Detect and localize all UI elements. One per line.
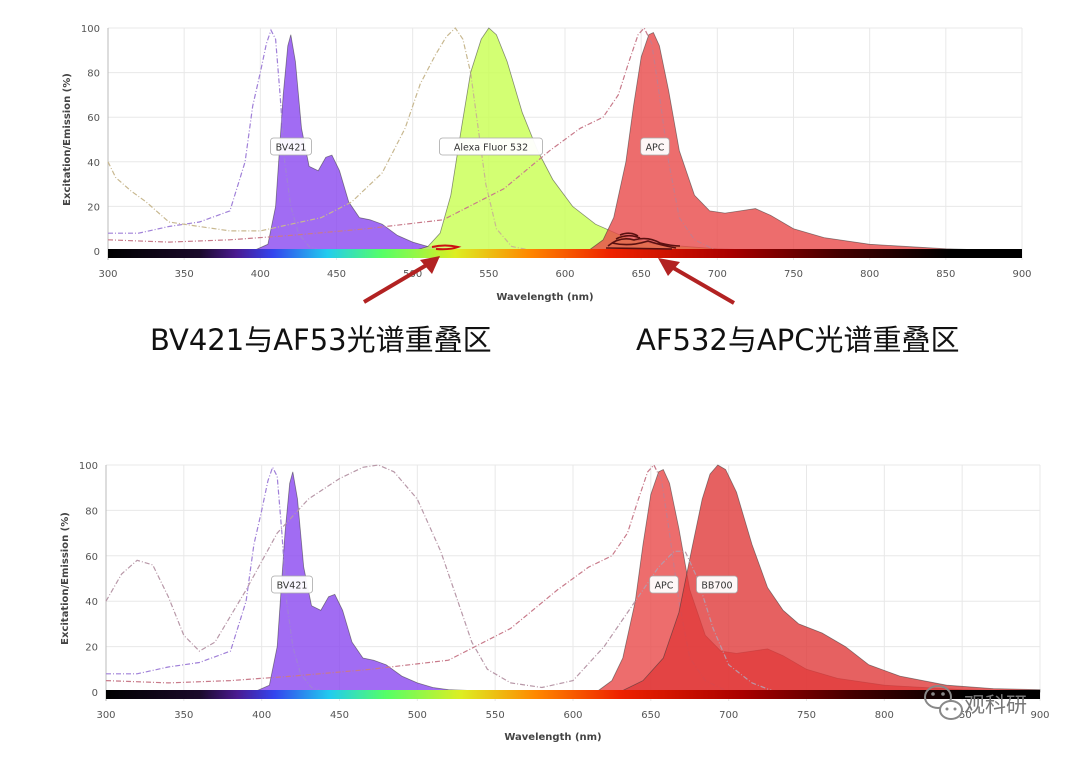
x-tick-label: 600 [555, 269, 574, 280]
fluor-label-alexa-fluor-532: Alexa Fluor 532 [439, 137, 543, 156]
watermark: 观科研 [924, 685, 1027, 720]
chart-bottom-y-axis-label: Excitation/Emission (%) [60, 512, 71, 645]
x-tick-label: 400 [252, 710, 271, 721]
y-tick-label: 100 [79, 461, 98, 472]
y-tick-label: 0 [94, 247, 100, 258]
chart-top: 300350400450500550600650700750800850900 … [62, 24, 1032, 303]
chart-bottom-grid [105, 464, 1041, 701]
x-tick-label: 550 [479, 269, 498, 280]
x-tick-label: 350 [175, 269, 194, 280]
x-tick-label: 300 [98, 269, 117, 280]
series-excitation-1 [106, 465, 325, 693]
chart-bottom-x-ticks: 300 350 400 450 500 550 600 650 700 750 800 850 900 [96, 710, 1049, 721]
y-tick-label: 60 [87, 113, 100, 124]
watermark-text: 观科研 [964, 693, 1027, 717]
x-tick-label: 850 [953, 710, 972, 721]
x-tick-label: 700 [708, 269, 727, 280]
x-tick-label: 450 [327, 269, 346, 280]
chart-top-y-ticks: 0 20 40 60 80 100 [81, 24, 100, 258]
chart-top-fluor-labels: BV421 Alexa Fluor 532 APC [270, 137, 670, 156]
y-tick-label: 100 [81, 24, 100, 35]
x-tick-label: 750 [784, 269, 803, 280]
annotation-overlap-2: AF532与APC光谱重叠区 [636, 323, 959, 357]
fluor-label-text: APC [655, 581, 674, 592]
chart-bottom-spectrum-bar [106, 690, 1040, 699]
chart-top-spectrum-bar [108, 249, 1022, 258]
y-tick-label: 60 [85, 552, 98, 563]
fluor-label-text: Alexa Fluor 532 [454, 143, 528, 154]
fluor-label-text: BB700 [701, 581, 732, 592]
y-tick-label: 20 [87, 202, 100, 213]
x-tick-label: 800 [860, 269, 879, 280]
overlap-highlight-1 [431, 244, 462, 251]
fluor-label-box [439, 137, 543, 156]
fluor-label-bb700: BB700 [696, 575, 738, 594]
x-tick-label: 650 [641, 710, 660, 721]
y-tick-label: 20 [85, 643, 98, 654]
x-tick-label: 900 [1012, 269, 1031, 280]
x-tick-label: 650 [632, 269, 651, 280]
x-tick-label: 700 [719, 710, 738, 721]
arrow-overlap-1 [362, 256, 440, 304]
fluor-label-apc: APC [649, 575, 679, 594]
x-tick-label: 450 [330, 710, 349, 721]
series-bb700-emission [619, 464, 1041, 693]
y-tick-label: 40 [87, 158, 100, 169]
fluor-label-box [640, 137, 670, 156]
y-tick-label: 0 [92, 688, 98, 699]
fluor-label-box [271, 575, 313, 594]
annotation-overlap-1: BV421与AF53光谱重叠区 [150, 323, 492, 357]
chart-bottom-fluor-labels: BV421 APC BB700 [271, 575, 738, 594]
chart-bottom-series [105, 463, 1041, 693]
fluor-label-text: BV421 [276, 143, 307, 154]
y-tick-label: 40 [85, 597, 98, 608]
chart-bottom-x-axis-label: Wavelength (nm) [504, 732, 601, 743]
fluor-label-apc: APC [640, 137, 670, 156]
fluor-label-box [649, 575, 679, 594]
x-tick-label: 350 [174, 710, 193, 721]
y-tick-label: 80 [87, 69, 100, 80]
x-tick-label: 850 [936, 269, 955, 280]
series-excitation-1 [108, 28, 322, 252]
fluor-label-bv421: BV421 [270, 137, 312, 156]
y-tick-label: 80 [85, 506, 98, 517]
wechat-icon [924, 685, 963, 720]
arrow-overlap-2 [658, 258, 736, 305]
chart-top-y-axis-label: Excitation/Emission (%) [62, 73, 73, 206]
fluor-label-text: APC [646, 143, 665, 154]
chart-bottom: 300 350 400 450 500 550 600 650 700 750 800 850 900 … [60, 461, 1050, 743]
fluor-label-box [696, 575, 738, 594]
series-bv421-emission [253, 471, 511, 693]
x-tick-label: 500 [408, 710, 427, 721]
x-tick-label: 900 [1030, 710, 1049, 721]
series-excitation-5 [105, 464, 776, 693]
x-tick-label: 400 [251, 269, 270, 280]
chart-bottom-y-ticks: 0 20 40 60 80 100 [79, 461, 98, 699]
x-tick-label: 750 [797, 710, 816, 721]
fluor-label-text: BV421 [277, 581, 308, 592]
fluor-label-bv421: BV421 [271, 575, 313, 594]
fluor-label-box [270, 137, 312, 156]
chart-top-x-axis-label: Wavelength (nm) [496, 292, 593, 303]
overlap-highlight-2 [605, 232, 681, 250]
x-tick-label: 550 [486, 710, 505, 721]
x-tick-label: 800 [875, 710, 894, 721]
series-apc-emission [586, 31, 1023, 252]
x-tick-label: 300 [96, 710, 115, 721]
x-tick-label: 600 [563, 710, 582, 721]
